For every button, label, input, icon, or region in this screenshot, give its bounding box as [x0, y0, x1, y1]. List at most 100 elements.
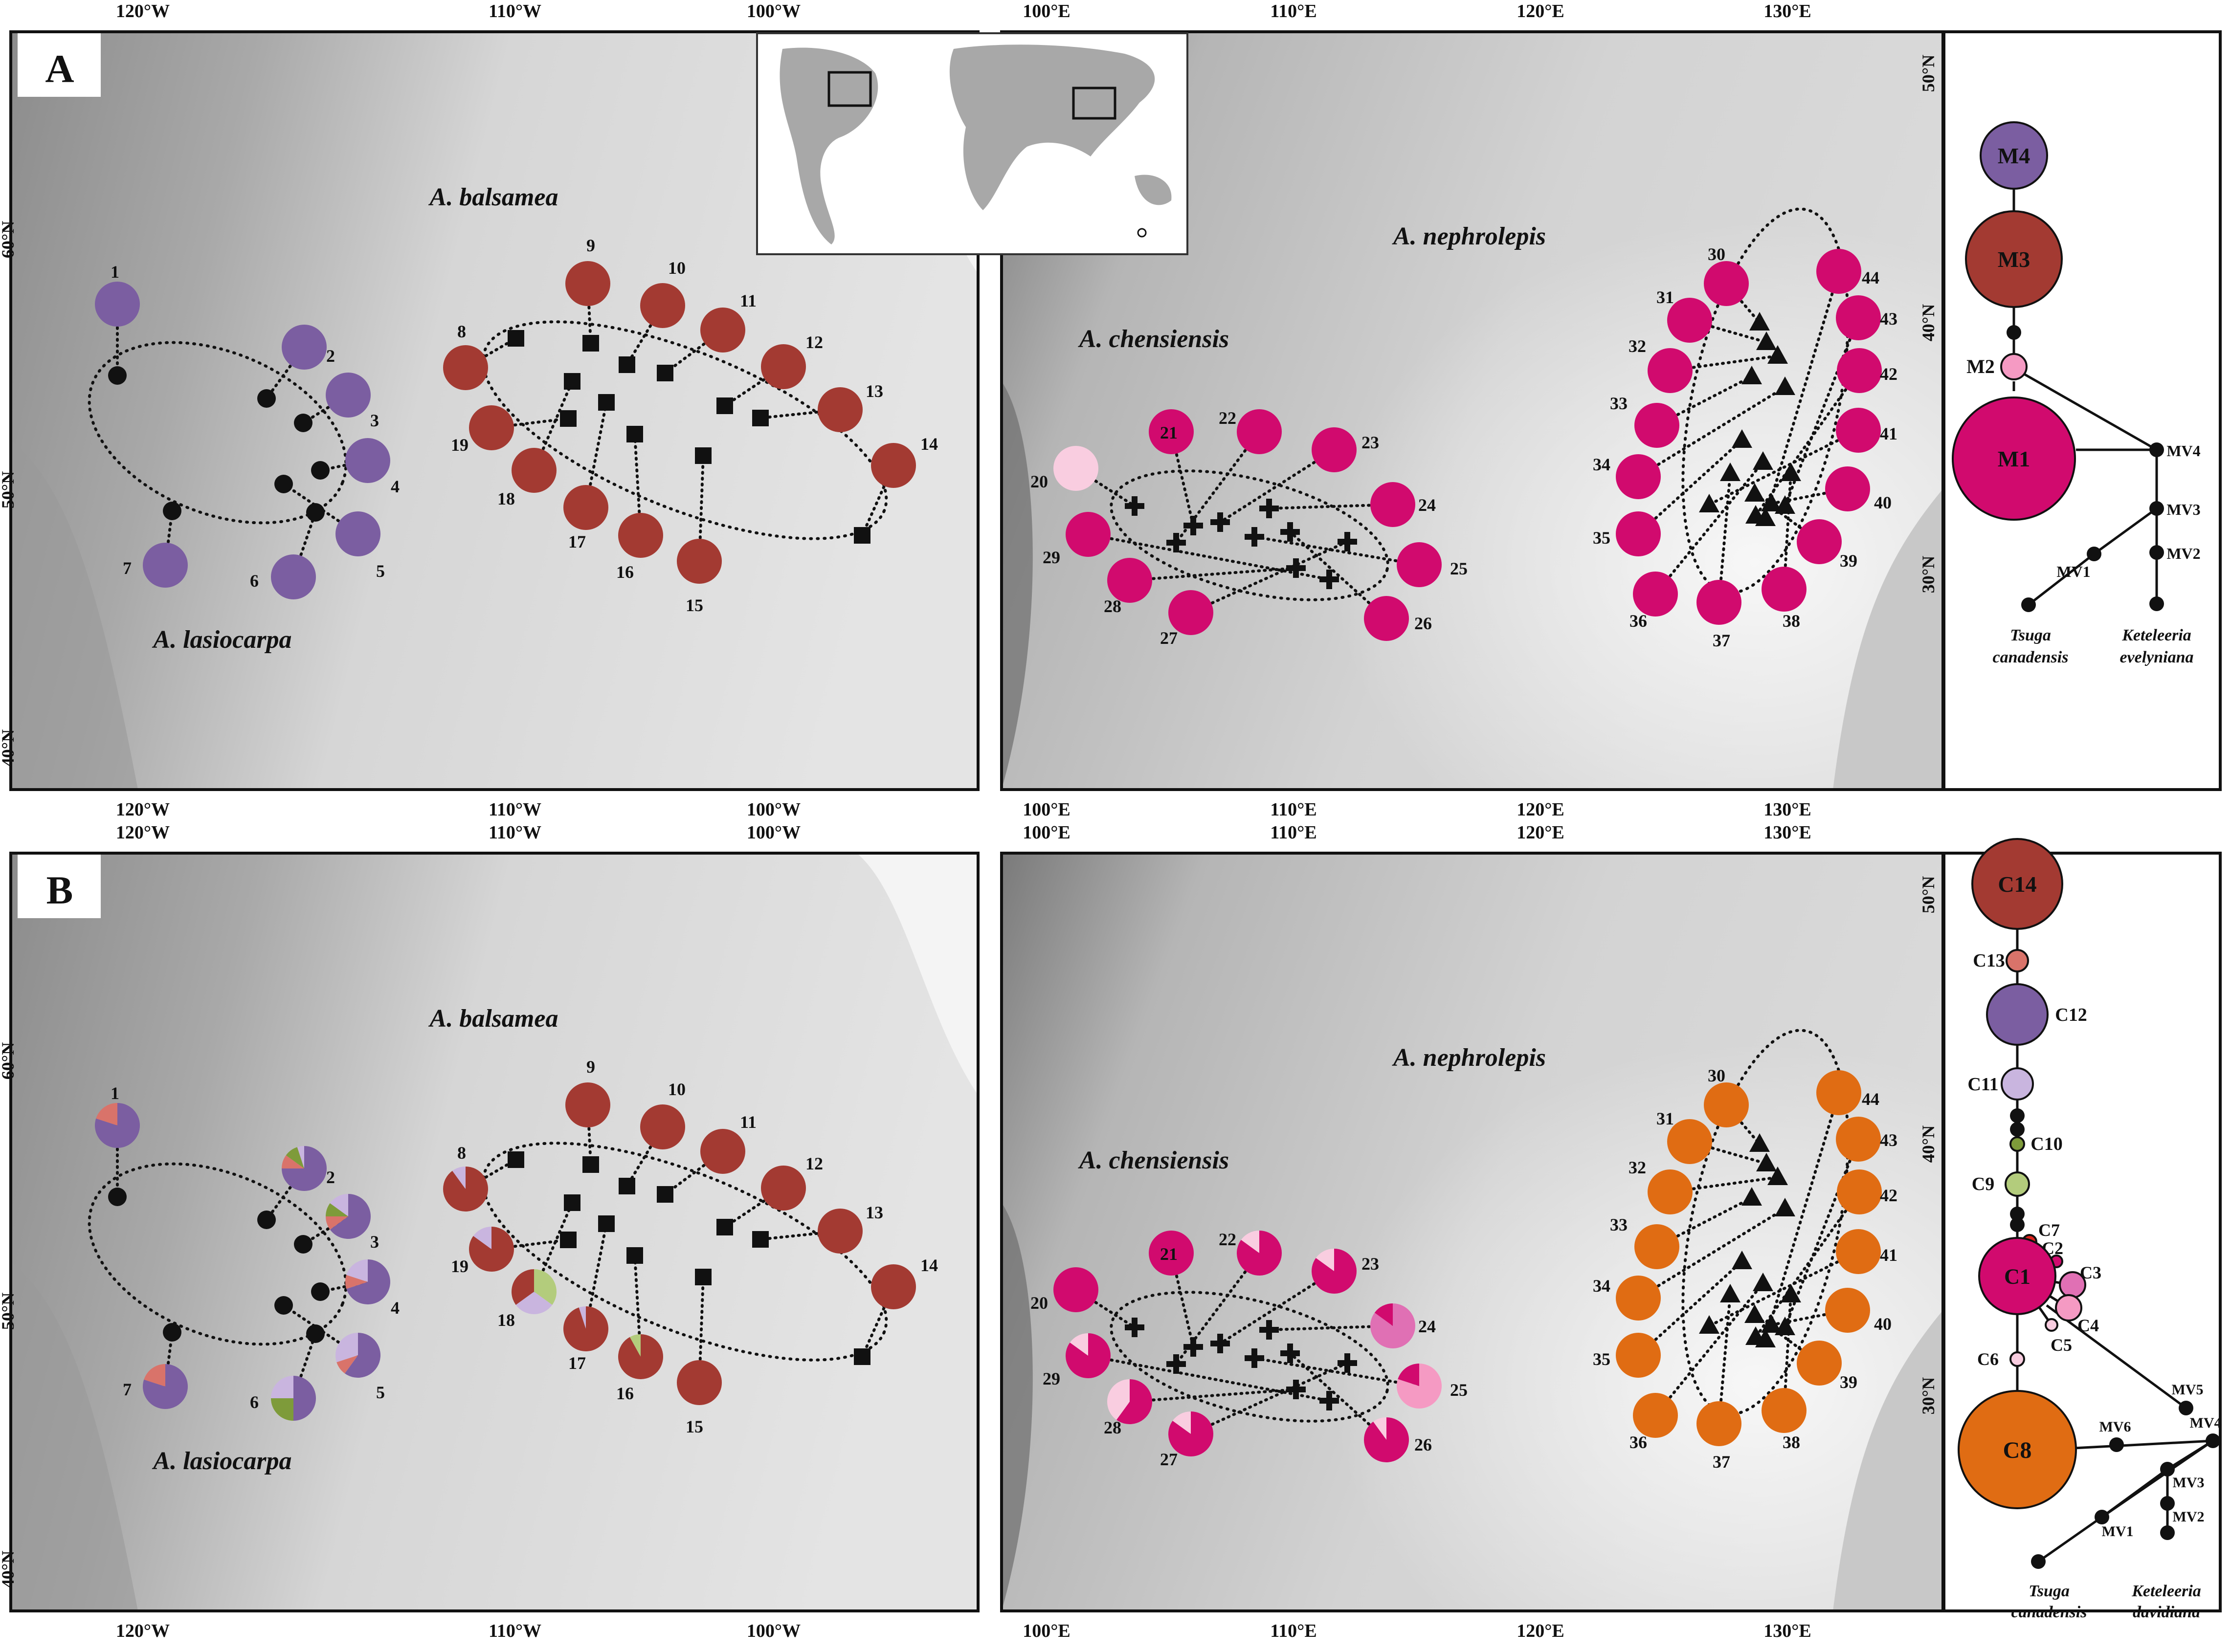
population-label: 26	[1414, 614, 1432, 633]
population-label: 39	[1840, 551, 1857, 571]
population-circle	[1696, 1401, 1741, 1446]
median-vector-dot	[2149, 501, 2164, 516]
pie-slice	[473, 1227, 491, 1249]
hudson-bay	[857, 853, 978, 1095]
population-label: 7	[123, 1380, 132, 1399]
population-circle	[1837, 1169, 1882, 1214]
population-label: 24	[1418, 495, 1436, 515]
site-square-marker	[560, 410, 577, 427]
haplotype-label: C8	[2003, 1437, 2032, 1463]
median-vector-dot	[2149, 545, 2164, 560]
median-vector-dot	[2010, 1122, 2025, 1137]
population-label: 21	[1160, 423, 1178, 442]
population-label: 9	[586, 236, 595, 255]
population-label: 44	[1862, 268, 1879, 287]
ea-top-lon-tick-label: 110°E	[1270, 822, 1316, 843]
site-dot-marker	[108, 1188, 127, 1206]
ea-bottom-lon-tick-label: 110°E	[1270, 799, 1316, 820]
population-pie	[563, 1306, 609, 1351]
population-circle	[1836, 295, 1881, 340]
inset-compass-icon	[1137, 228, 1147, 238]
population-label: 10	[668, 258, 686, 278]
population-circle	[345, 438, 390, 483]
site-cross-marker	[1259, 499, 1279, 518]
inset-eurasia-africa	[949, 44, 1155, 211]
site-dot-marker	[306, 1324, 325, 1343]
site-triangle-marker	[1753, 1273, 1773, 1291]
haplotype-label: C6	[1977, 1349, 1999, 1369]
population-label: 18	[497, 489, 515, 508]
outgroup-label: Tsuga	[2029, 1582, 2070, 1600]
link-dotted	[1289, 1352, 1388, 1441]
population-pie	[1107, 1379, 1153, 1424]
population-label: 10	[668, 1079, 686, 1099]
link-dotted	[1087, 1354, 1331, 1402]
site-cross-marker	[1245, 527, 1264, 547]
link-dotted	[1175, 1252, 1261, 1366]
link-dotted	[1170, 430, 1195, 527]
population-circle	[761, 344, 806, 389]
site-dot-marker	[311, 461, 330, 480]
site-triangle-marker	[1749, 1133, 1770, 1152]
population-label: 38	[1783, 611, 1800, 631]
link-dotted	[586, 282, 592, 345]
population-label: 3	[370, 411, 379, 430]
site-dot-marker	[257, 1211, 276, 1229]
pie-slice	[1070, 1333, 1088, 1356]
pie-slice	[1316, 1249, 1334, 1271]
site-triangle-marker	[1744, 483, 1765, 502]
population-pie	[640, 1104, 685, 1149]
site-triangle-marker	[1781, 1284, 1801, 1302]
site-cross-marker	[1183, 1337, 1203, 1357]
population-pie	[443, 1167, 488, 1212]
outgroup-label: Keteleeria	[2121, 626, 2191, 644]
site-dot-marker	[274, 475, 293, 493]
link-dotted	[1219, 1270, 1336, 1345]
site-square-marker	[854, 1348, 870, 1365]
population-pie	[677, 1360, 722, 1405]
population-circle	[1633, 572, 1678, 617]
pie-slice	[326, 1203, 348, 1216]
haplotype-label: C4	[2077, 1316, 2099, 1335]
pie-slice	[512, 1269, 534, 1305]
haplotype-label: C5	[2051, 1335, 2072, 1355]
na-bottom-lon-tick-label: 110°W	[489, 799, 541, 820]
species-label-balsamea: A. balsamea	[428, 1005, 558, 1033]
pie-slice	[565, 1082, 610, 1127]
network-edge	[2028, 553, 2095, 606]
population-circle	[1816, 1070, 1861, 1115]
site-triangle-marker	[1741, 366, 1762, 384]
link-dotted	[464, 1158, 517, 1190]
population-label: 30	[1708, 1066, 1725, 1085]
population-circle	[1633, 1393, 1678, 1438]
inset-study-box-north-america	[827, 71, 872, 107]
population-label: 1	[111, 1083, 119, 1103]
sea-area	[1002, 853, 1943, 1611]
haplotype-node	[1971, 838, 2063, 930]
site-triangle-marker	[1781, 463, 1801, 481]
ea-top-lon-tick-label: 100°E	[1023, 1, 1071, 22]
species-label-lasiocarpa: A. lasiocarpa	[152, 626, 291, 654]
pie-slice	[330, 1194, 348, 1216]
ea-top-lon-tick-label: 130°E	[1763, 822, 1811, 843]
na-lat-tick-label: 60°N	[0, 221, 18, 258]
site-square-marker	[752, 410, 769, 426]
site-cross-marker	[1125, 1318, 1144, 1337]
na-top-lon-tick-label: 110°W	[489, 1, 541, 22]
population-circle	[618, 513, 663, 558]
median-vector-dot	[2149, 596, 2164, 611]
population-circle	[1816, 249, 1861, 294]
population-label: 31	[1656, 287, 1674, 307]
population-label: 39	[1840, 1372, 1857, 1392]
population-label: 15	[686, 595, 703, 615]
pie-slice	[1241, 1231, 1259, 1253]
population-circle	[1667, 298, 1712, 343]
population-label: 5	[376, 561, 385, 581]
network-edge	[2019, 370, 2158, 451]
haplotype-label: C7	[2038, 1220, 2060, 1240]
link-dotted	[1764, 1091, 1840, 1341]
population-label: 2	[326, 1167, 335, 1187]
japan-landmass	[1833, 489, 1943, 790]
site-triangle-marker	[1741, 1187, 1762, 1206]
link-dotted	[1170, 1252, 1195, 1348]
